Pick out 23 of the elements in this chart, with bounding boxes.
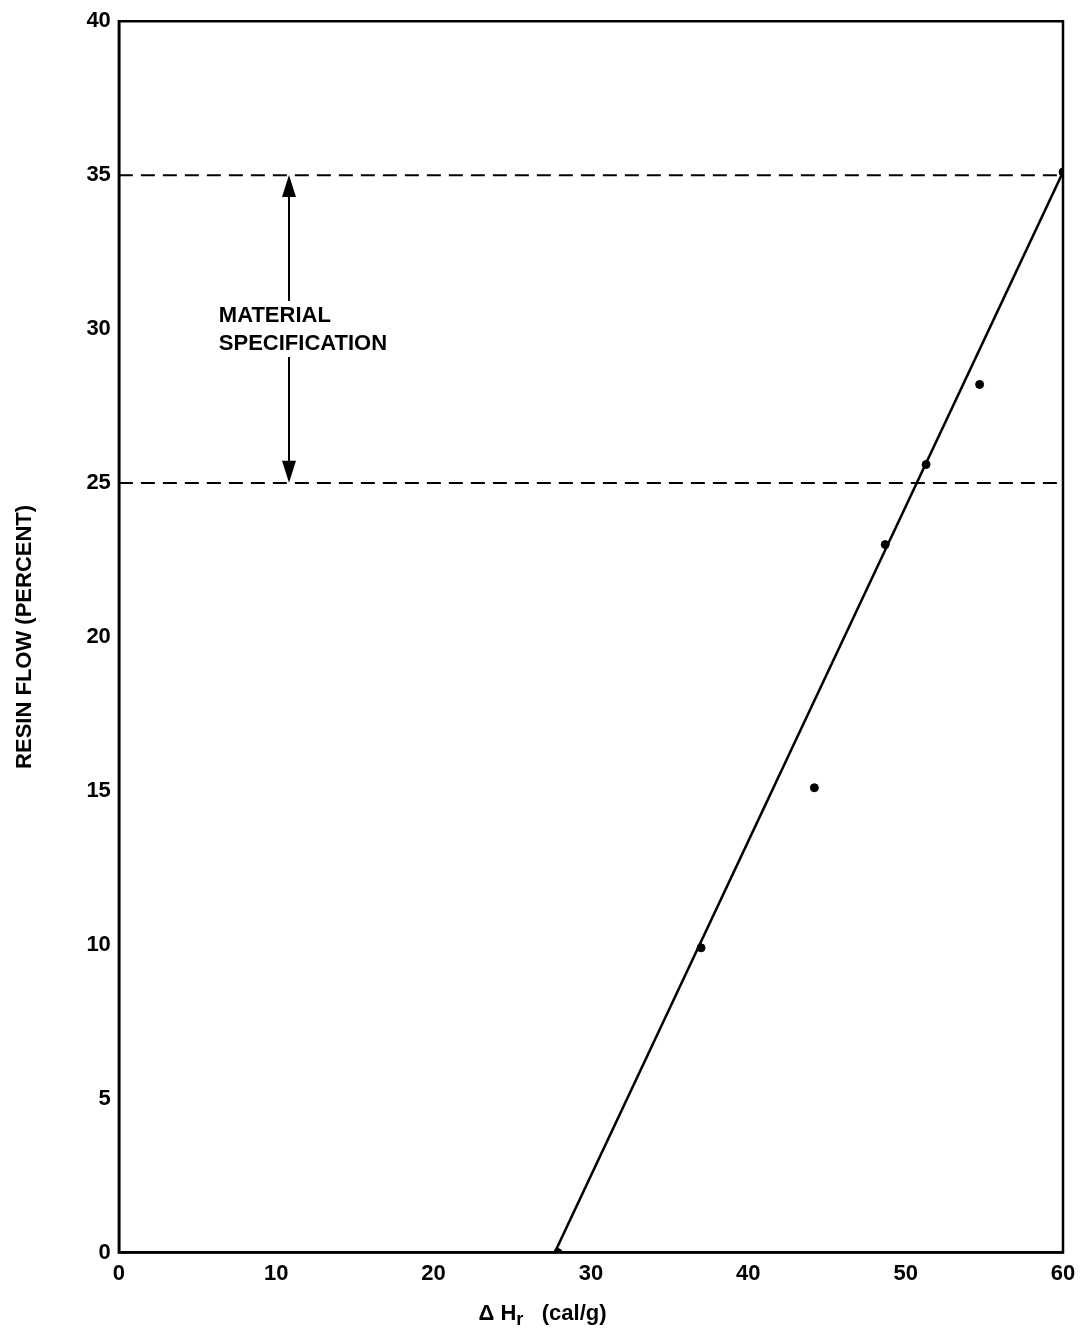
x-tick-label: 20 <box>421 1259 446 1285</box>
y-tick-label: 40 <box>86 7 111 33</box>
y-tick-label: 0 <box>98 1238 111 1264</box>
point <box>696 943 706 953</box>
x-tick-label: 60 <box>1050 1259 1076 1285</box>
x-tick-label: 40 <box>736 1259 761 1285</box>
y-tick-label: 20 <box>86 622 111 648</box>
point <box>975 379 985 389</box>
y-tick-label: 25 <box>86 469 111 495</box>
y-tick-label: 35 <box>86 161 111 187</box>
point <box>921 460 931 469</box>
y-axis-title: RESIN FLOW (PERCENT) <box>11 504 37 769</box>
y-tick-label: 30 <box>86 315 111 341</box>
y-tick-label: 10 <box>86 930 111 956</box>
point <box>809 783 819 793</box>
point <box>880 540 890 550</box>
y-tick-label: 5 <box>98 1084 111 1110</box>
x-tick-label: 10 <box>263 1259 289 1285</box>
y-tick-label: 15 <box>86 776 111 802</box>
annotation: MATERIAL SPECIFICATION <box>218 301 388 358</box>
x-tick-label: 50 <box>893 1259 918 1285</box>
x-tick-label: 30 <box>578 1259 604 1285</box>
x-axis-title: Δ H$_{r}$ (cal/g) <box>477 1300 608 1331</box>
